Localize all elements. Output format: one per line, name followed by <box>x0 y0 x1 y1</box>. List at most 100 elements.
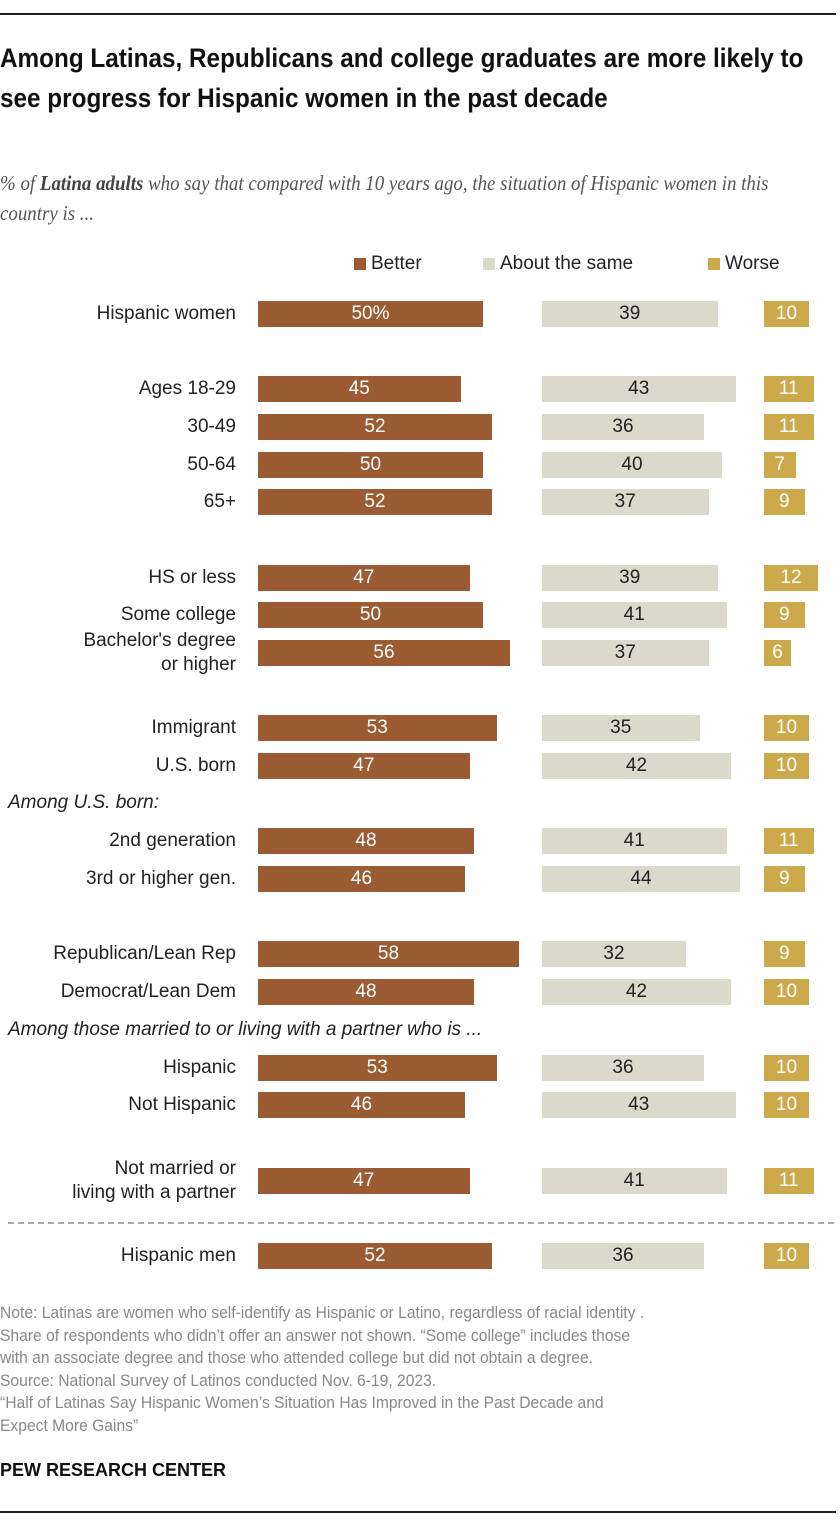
data-label: 36 <box>612 1057 634 1078</box>
legend-worse: Worse <box>708 253 780 275</box>
bar-better: 52 <box>258 414 492 440</box>
legend-swatch-better <box>354 258 366 270</box>
bar-worse: 10 <box>764 1243 809 1269</box>
bar-better: 53 <box>258 715 497 741</box>
data-label: 43 <box>628 1094 650 1115</box>
row-label: Hispanic men <box>121 1244 236 1268</box>
top-rule <box>0 13 836 15</box>
bar-better: 56 <box>258 640 510 666</box>
data-label: 6 <box>772 642 783 663</box>
bar-worse: 10 <box>764 1092 809 1118</box>
bar-same: 42 <box>542 979 731 1005</box>
data-label: 48 <box>355 981 377 1002</box>
legend-label: Worse <box>725 253 780 274</box>
bar-better: 58 <box>258 941 519 967</box>
legend-label: Better <box>371 253 422 274</box>
legend-better: Better <box>354 253 422 275</box>
row-label: Hispanic <box>163 1056 236 1080</box>
data-label: 46 <box>350 868 373 889</box>
bar-same: 43 <box>542 1092 736 1118</box>
bar-better: 46 <box>258 866 465 892</box>
data-label: 10 <box>775 755 798 776</box>
bar-better: 47 <box>258 753 470 779</box>
data-label: 46 <box>350 1094 373 1115</box>
row-label: HS or less <box>148 566 236 590</box>
row-label: 30-49 <box>187 415 236 439</box>
data-label: 36 <box>612 1245 634 1266</box>
data-label: 44 <box>630 868 652 889</box>
row-label-line: 50-64 <box>187 454 236 475</box>
data-label: 11 <box>778 416 799 437</box>
row-label-line: 30-49 <box>187 416 236 437</box>
note-line: Expect More Gains” <box>0 1415 139 1435</box>
legend-same: About the same <box>483 253 633 275</box>
row-label-line: Hispanic <box>163 1057 236 1078</box>
data-label: 37 <box>614 491 636 512</box>
bar-worse: 10 <box>764 715 809 741</box>
bar-worse: 10 <box>764 753 809 779</box>
note-line: Source: National Survey of Latinos condu… <box>0 1370 437 1390</box>
data-label: 58 <box>377 943 400 964</box>
row-label-line: Immigrant <box>151 717 236 738</box>
data-label: 39 <box>619 567 641 588</box>
row-label-line: 3rd or higher gen. <box>86 868 236 889</box>
note-line: “Half of Latinas Say Hispanic Women’s Si… <box>0 1393 604 1413</box>
bar-same: 32 <box>542 941 686 967</box>
bar-same: 37 <box>542 489 709 515</box>
note-line: Note: Latinas are women who self-identif… <box>0 1303 645 1322</box>
bar-same: 36 <box>542 1055 704 1081</box>
data-label: 53 <box>366 1057 388 1078</box>
bar-better: 52 <box>258 1243 492 1269</box>
bar-worse: 12 <box>764 565 818 591</box>
row-label: Ages 18-29 <box>139 377 236 401</box>
row-label: Not Hispanic <box>128 1093 236 1117</box>
row-label-line: 2nd generation <box>109 830 236 851</box>
legend-swatch-same <box>483 258 495 270</box>
data-label: 42 <box>625 981 648 1002</box>
data-label: 12 <box>780 567 802 588</box>
data-label: 35 <box>610 717 632 738</box>
data-label: 42 <box>625 755 648 776</box>
row-label-line: Hispanic women <box>96 303 236 324</box>
subtitle-bold: Latina adults <box>39 171 144 195</box>
chart-title: Among Latinas, Republicans and college g… <box>0 43 804 113</box>
data-label: 52 <box>364 491 386 512</box>
group-header: Among those married to or living with a … <box>8 1019 483 1040</box>
row-label: Not married or living with a partner <box>72 1157 236 1205</box>
row-label-line: 65+ <box>203 491 236 512</box>
bar-worse: 9 <box>764 602 805 628</box>
row-label-line: Bachelor's degree <box>83 630 236 651</box>
bar-same: 35 <box>542 715 700 741</box>
divider-line <box>8 1222 834 1224</box>
row-label-line: HS or less <box>148 567 236 588</box>
bar-worse: 9 <box>764 489 805 515</box>
row-label: Immigrant <box>152 716 236 740</box>
row-label-line: Not married or <box>114 1158 236 1179</box>
row-label-line: Republican/Lean Rep <box>53 943 236 964</box>
data-label: 41 <box>623 1170 645 1191</box>
data-label: 11 <box>778 1170 799 1191</box>
bar-better: 50 <box>258 602 483 628</box>
bar-worse: 10 <box>764 301 809 327</box>
row-label: Hispanic women <box>97 302 236 326</box>
data-label: 9 <box>778 868 790 889</box>
bar-worse: 11 <box>764 414 814 440</box>
subtitle-pre: % of <box>0 171 40 195</box>
row-label-line: U.S. born <box>155 755 236 776</box>
bar-worse: 10 <box>764 1055 809 1081</box>
note-line: Share of respondents who didn’t offer an… <box>0 1325 631 1345</box>
data-label: 43 <box>628 378 650 399</box>
bar-same: 36 <box>542 414 704 440</box>
row-label: U.S. born <box>156 754 236 778</box>
group-header: Among U.S. born: <box>8 792 160 813</box>
bar-same: 39 <box>542 565 718 591</box>
row-label-line: Hispanic men <box>120 1245 236 1266</box>
data-label: 52 <box>364 416 386 437</box>
bar-better: 46 <box>258 1092 465 1118</box>
bar-worse: 10 <box>764 979 809 1005</box>
data-label: 52 <box>364 1245 386 1266</box>
data-label: 10 <box>775 1245 798 1266</box>
data-label: 10 <box>775 1094 798 1115</box>
data-label: 36 <box>612 416 634 437</box>
